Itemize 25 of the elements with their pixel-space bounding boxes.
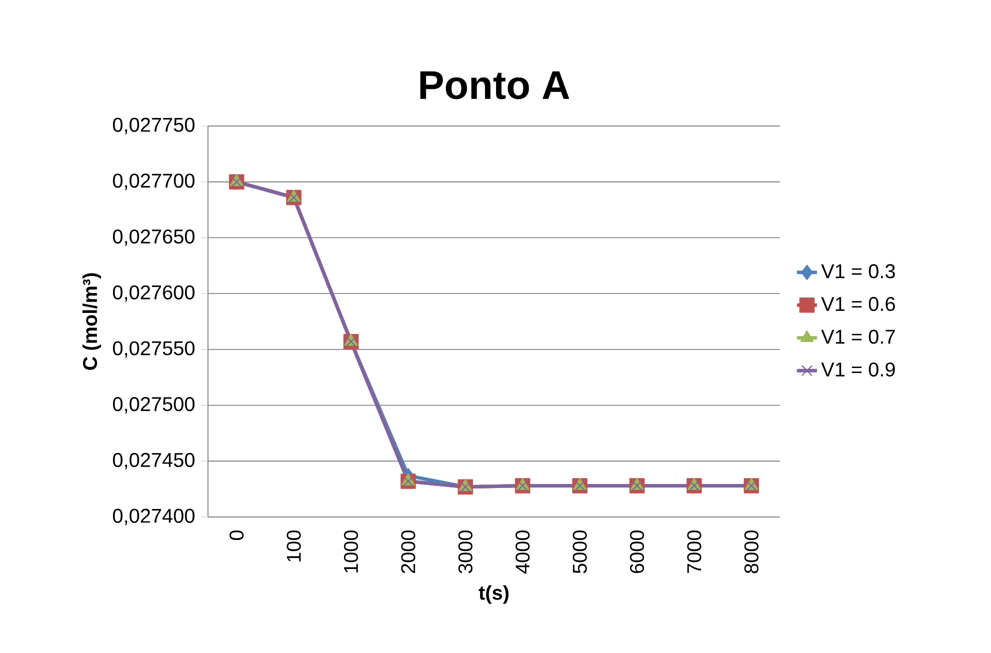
chart-title: Ponto A [420, 71, 570, 100]
y-axis-title: C (mol/m³) [82, 273, 102, 370]
y-tick-label: 0,027450 [112, 452, 194, 470]
x-axis-title: t(s) [478, 585, 508, 604]
y-tick-label: 0,027650 [112, 229, 194, 246]
y-tick-label: 0,027750 [112, 118, 194, 134]
x-tick-label: 4000 [516, 530, 530, 574]
x-tick-label: 0 [230, 530, 244, 540]
x-tick-label: 3000 [458, 530, 472, 574]
legend-label: V1 = 0.3 [821, 264, 895, 278]
x-tick-label: 1000 [344, 530, 358, 573]
y-tick-label: 0,027400 [112, 508, 194, 526]
y-tick-label: 0,027550 [112, 341, 194, 358]
legend-label: V1 = 0.9 [821, 362, 895, 377]
x-tick-label: 100 [286, 530, 301, 562]
y-tick-label: 0,027600 [112, 285, 194, 302]
x-tick-label: 5000 [572, 530, 587, 574]
x-tick-label: 6000 [630, 530, 644, 574]
x-tick-label: 7000 [687, 530, 702, 574]
y-tick-label: 0,027700 [112, 174, 194, 190]
legend-label: V1 = 0.7 [821, 330, 895, 344]
legend-label: V1 = 0.6 [821, 296, 895, 312]
y-tick-label: 0,027500 [112, 397, 194, 414]
x-tick-label: 8000 [744, 530, 758, 574]
x-tick-label: 2000 [401, 530, 416, 574]
